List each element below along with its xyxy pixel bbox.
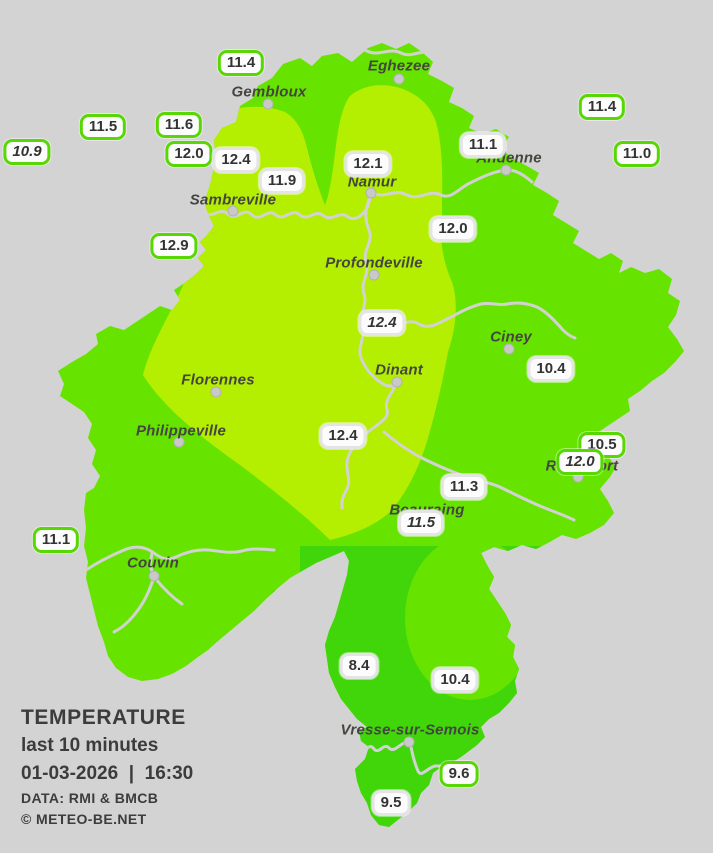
city-dot (210, 386, 222, 398)
city-label: Couvin (126, 554, 180, 572)
temperature-badge: 11.1 (459, 132, 507, 158)
city-dot (262, 98, 274, 110)
map-datetime: 01-03-2026 | 16:30 (21, 763, 194, 784)
city-label: Gembloux (231, 83, 307, 101)
river-meuse-south (340, 193, 398, 510)
city-dot (403, 736, 415, 748)
city-dot (368, 269, 380, 281)
city-label: Dinant (375, 361, 423, 379)
city-label: Philippeville (135, 422, 227, 440)
temperature-badge: 11.3 (440, 474, 488, 500)
temperature-badge: 8.4 (339, 653, 379, 679)
temperature-badge: 10.9 (3, 139, 51, 165)
temperature-badge: 12.4 (358, 310, 406, 336)
city-dot (500, 164, 512, 176)
copyright: © METEO-BE.NET (21, 811, 147, 827)
city-label: Namur (347, 173, 397, 191)
temperature-badge: 11.0 (613, 141, 661, 167)
city-dot (148, 570, 160, 582)
map-subtitle: last 10 minutes (21, 735, 159, 756)
city-label: Florennes (181, 371, 255, 389)
river-eau-noire (84, 545, 276, 572)
temperature-badge: 12.0 (556, 449, 604, 475)
city-label: Eghezee (367, 57, 431, 75)
city-dot (393, 73, 405, 85)
map-title: TEMPERATURE (21, 706, 186, 729)
temperature-badge: 12.4 (212, 147, 260, 173)
temperature-badge: 11.5 (397, 510, 445, 536)
city-label: Sambreville (189, 191, 277, 209)
temperature-badge: 12.4 (319, 423, 367, 449)
city-label: Ciney (490, 328, 532, 346)
temperature-badge: 11.5 (79, 114, 127, 140)
city-dot (503, 343, 515, 355)
temperature-badge: 10.4 (431, 667, 479, 693)
city-dot (227, 205, 239, 217)
temperature-badge: 11.1 (32, 527, 80, 553)
data-source: DATA: RMI & BMCB (21, 790, 159, 806)
temperature-badge: 12.9 (150, 233, 198, 259)
temperature-badge: 12.0 (165, 141, 213, 167)
temperature-badge: 9.5 (371, 790, 411, 816)
temperature-badge: 12.1 (344, 151, 392, 177)
temperature-badge: 11.4 (217, 50, 265, 76)
title-block: TEMPERATURE last 10 minutes 01-03-2026 |… (21, 703, 193, 830)
temperature-badge: 11.6 (155, 112, 203, 138)
city-dot (173, 436, 185, 448)
temperature-badge: 9.6 (439, 761, 479, 787)
city-dot (365, 187, 377, 199)
city-label: Vresse-sur-Semois (340, 721, 480, 739)
temperature-badge: 12.0 (429, 216, 477, 242)
temperature-badge: 10.4 (527, 356, 575, 382)
temperature-badge: 11.4 (578, 94, 626, 120)
city-dot (391, 376, 403, 388)
temperature-badge: 11.9 (258, 168, 306, 194)
city-label: Profondeville (325, 254, 423, 272)
